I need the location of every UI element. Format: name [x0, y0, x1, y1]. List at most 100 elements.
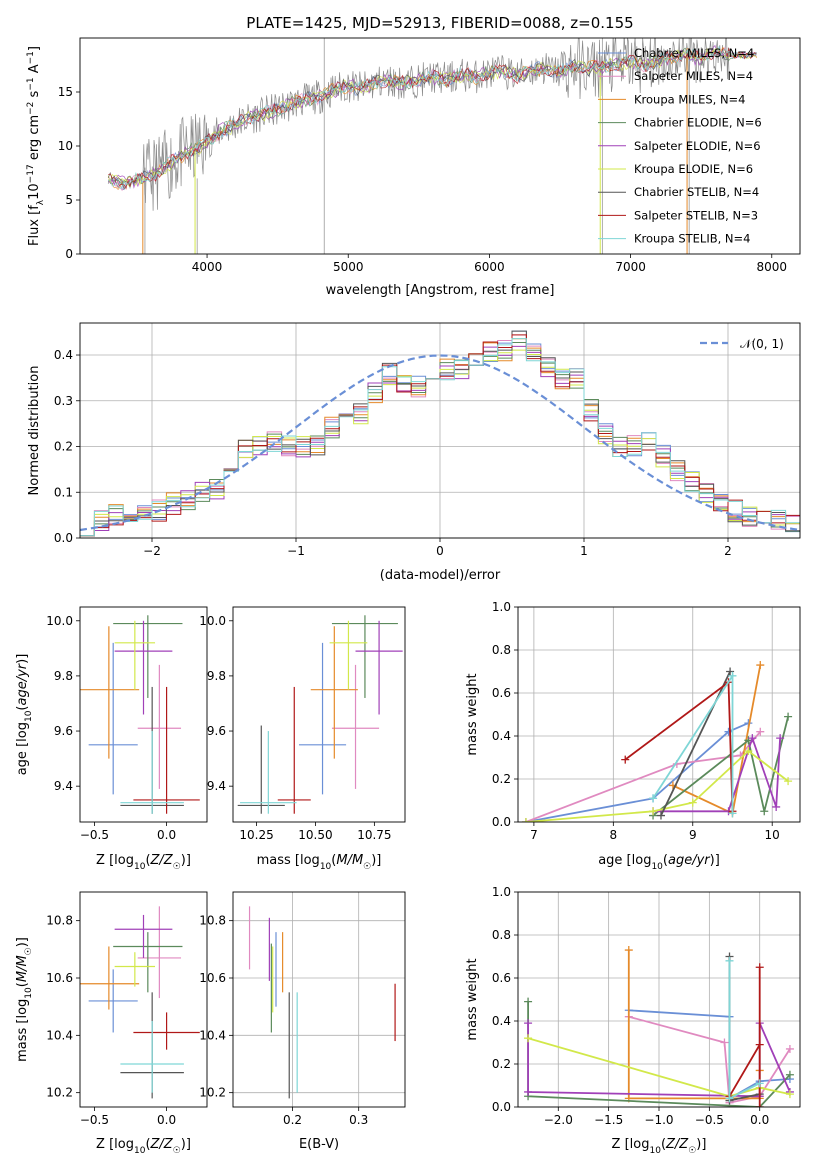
label-part: mass weight: [465, 958, 480, 1040]
axes-frame: [79, 891, 208, 1108]
axes-frame: [517, 606, 801, 823]
y-tick-label: 15: [58, 85, 73, 99]
x-axis-label: (data-model)/error: [380, 568, 501, 583]
y-tick-label: 10.4: [46, 1028, 73, 1042]
weight-line-chabrier_miles: [525, 722, 749, 822]
y-axis-label: mass weight: [465, 958, 480, 1040]
errorbar-kroupa_stelib: [120, 1021, 184, 1093]
weight-marker: [785, 1044, 794, 1053]
figure-title: PLATE=1425, MJD=52913, FIBERID=0088, z=0…: [246, 14, 633, 32]
x-tick-label: −1: [287, 544, 305, 558]
label-part: Z/Z: [150, 1137, 174, 1152]
y-tick-label: 9.6: [207, 724, 226, 738]
weight-marker: [726, 667, 735, 676]
x-tick-label: 8: [610, 828, 618, 842]
x-tick-label: 0.2: [283, 1113, 302, 1127]
label-part: mass weight: [465, 673, 480, 755]
label-part: M/M: [336, 853, 363, 868]
x-tick-label: −0.5: [80, 1113, 109, 1127]
y-tick-label: 10.0: [199, 614, 226, 628]
weight-marker: [772, 802, 781, 811]
errorbar-chabrier_miles: [298, 642, 347, 795]
y-tick-label: 0.6: [492, 686, 511, 700]
errorbar-kroupa_miles: [80, 626, 140, 759]
label-part: 10: [320, 862, 332, 872]
label-part: A: [27, 64, 42, 77]
weight-marker: [524, 1034, 533, 1043]
x-tick-label: 7: [530, 828, 538, 842]
y-tick-label: 0.1: [54, 485, 73, 499]
errorbar-chabrier_elodie: [331, 615, 398, 698]
model-line-kroupa_stelib: [107, 46, 757, 189]
data-spectrum: [107, 38, 730, 211]
x-tick-label: 1: [580, 544, 588, 558]
label-part: )]: [696, 1137, 706, 1152]
x-tick-label: 8000: [756, 260, 787, 274]
histogram-salpeter_stelib: [80, 334, 800, 537]
weight-marker: [756, 727, 765, 736]
y-axis-label: mass weight: [465, 673, 480, 755]
y-tick-label: 10: [58, 139, 73, 153]
panel-age-vs-z: −0.5 0.09.49.69.810.0Z [log10(Z/Z☉)]age […: [15, 606, 208, 872]
weight-line-chabrier_stelib: [660, 671, 731, 816]
weight-lines: [521, 661, 793, 822]
label-part: Normed distribution: [27, 366, 42, 496]
legend-label: Salpeter ELODIE, N=6: [634, 139, 761, 153]
errorbar-salpeter_stelib: [277, 686, 311, 814]
y-tick-label: 9.4: [207, 779, 226, 793]
x-tick-label: −2: [143, 544, 161, 558]
y-tick-label: 0: [65, 247, 73, 261]
weight-marker: [760, 807, 769, 816]
x-tick-label: 0: [436, 544, 444, 558]
y-tick-label: 0.0: [492, 1100, 511, 1114]
weight-line-chabrier_elodie: [652, 716, 789, 817]
y-tick-label: 0.4: [54, 348, 73, 362]
x-tick-label: 10: [765, 828, 780, 842]
label-part: mass [log: [15, 999, 30, 1062]
y-tick-label: 0.4: [492, 1014, 511, 1028]
weight-marker: [756, 661, 765, 670]
label-part: 10: [651, 862, 663, 872]
label-part: Z [log: [96, 1137, 134, 1152]
weight-marker: [524, 1019, 533, 1028]
x-tick-label: 10.25: [239, 828, 273, 842]
label-part: Z/Z: [665, 1137, 689, 1152]
x-axis-label: age [log10(age/yr)]: [598, 853, 720, 872]
weight-marker: [688, 798, 697, 807]
axes-frame: [232, 606, 406, 823]
normal-curve: [80, 354, 800, 532]
errorbar-chabrier_elodie: [113, 615, 183, 698]
axes-frame: [79, 37, 801, 255]
label-part: )]: [710, 853, 720, 868]
weight-marker: [785, 1070, 794, 1079]
label-part: 10: [24, 987, 34, 999]
errorbar-salpeter_miles: [137, 664, 182, 789]
x-axis-label: mass [log10(M/M☉)]: [257, 853, 382, 872]
legend-label: Kroupa MILES, N=4: [634, 92, 746, 106]
weight-marker: [524, 1087, 533, 1096]
legend-label: 𝒩(0, 1): [740, 337, 784, 351]
legend-label: Chabrier STELIB, N=4: [634, 185, 759, 199]
y-axis-label: mass [log10(M/M☉)]: [15, 937, 34, 1062]
label-part: 10: [649, 1146, 661, 1156]
panel-mass-vs-ebv: 0.2 0.3 10.2 10.4 10.6 10.8 E(B-V): [199, 891, 406, 1152]
errorbar-chabrier_stelib: [237, 725, 285, 814]
weight-line-salpeter_stelib: [728, 967, 761, 1107]
y-tick-label: 0.2: [492, 1057, 511, 1071]
x-axis-label: E(B-V): [299, 1137, 339, 1152]
weight-marker: [521, 818, 530, 822]
errorbar-kroupa_stelib: [240, 731, 297, 814]
weight-marker: [784, 712, 793, 721]
label-part: ☉: [173, 1146, 181, 1156]
label-part: 10: [134, 1146, 146, 1156]
panel-residuals: −2 −1 0 1 2 0.0 0.1 0.2 0.3 0.4 𝒩(0, 1) (data-model…: [27, 322, 801, 583]
legend-label: Chabrier MILES, N=4: [634, 46, 754, 60]
weight-marker: [748, 734, 757, 743]
label-part: (: [15, 706, 30, 711]
weight-marker: [728, 809, 737, 818]
errorbar-chabrier_elodie: [113, 932, 183, 993]
x-axis-label: Z [log10(Z/Z☉)]: [612, 1137, 707, 1156]
axes-frame: [79, 606, 208, 823]
y-axis-label: age [log10(age/yr)]: [15, 654, 34, 776]
